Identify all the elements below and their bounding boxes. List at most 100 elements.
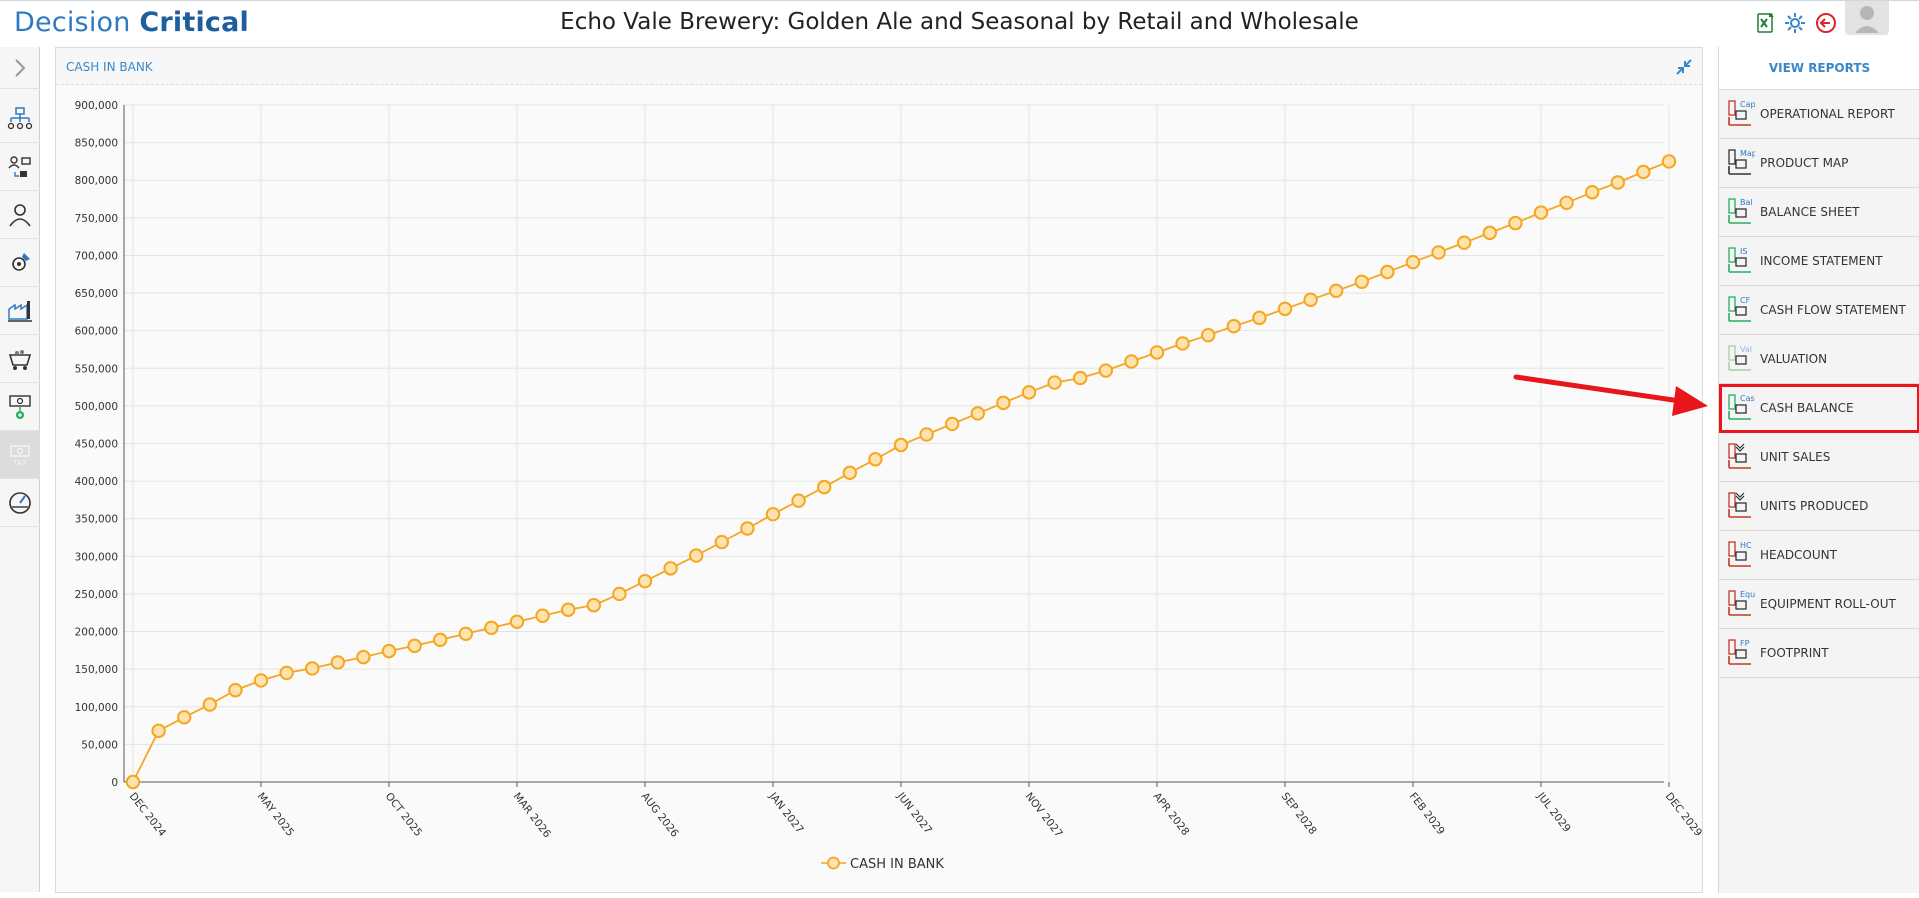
sidebar-item-tax[interactable]: TAX: [0, 431, 40, 479]
unit-sales-icon: [1728, 443, 1751, 469]
report-item-units-produced[interactable]: UNITS PRODUCED: [1719, 482, 1919, 531]
expand-sidebar-button[interactable]: [0, 47, 40, 89]
data-point: [484, 620, 499, 635]
dashboard-gauge-icon: [9, 491, 31, 514]
data-point: [663, 561, 678, 576]
data-point: [1021, 385, 1037, 400]
report-item-footprint[interactable]: FP FOOTPRINT: [1719, 629, 1919, 678]
sidebar-item-factory[interactable]: [0, 287, 40, 335]
sidebar-item-workflow[interactable]: [0, 143, 40, 191]
data-point: [1226, 318, 1242, 334]
x-tick-label: JAN 2027: [766, 790, 806, 836]
sidebar-item-org-chart[interactable]: [0, 95, 40, 143]
chart-legend[interactable]: CASH IN BANK: [821, 856, 944, 872]
sidebar-item-person[interactable]: [0, 191, 40, 239]
report-item-product-map[interactable]: Map PRODUCT MAP: [1719, 139, 1919, 188]
report-item-label: OPERATIONAL REPORT: [1760, 107, 1895, 121]
cash-flow-statement-icon: CF: [1728, 296, 1751, 322]
data-point: [740, 521, 755, 536]
y-tick-label: 100,000: [75, 702, 118, 714]
balance-sheet-icon: Bal: [1728, 198, 1753, 224]
y-tick-label: 700,000: [75, 250, 118, 262]
settings-icon[interactable]: [1783, 11, 1807, 35]
y-tick-label: 750,000: [75, 213, 118, 225]
headcount-icon: HC: [1728, 541, 1752, 567]
income-statement-icon: IS: [1728, 247, 1751, 273]
y-tick-label: 300,000: [75, 551, 118, 563]
data-point: [637, 573, 653, 589]
annotation-arrow: [1513, 374, 1708, 416]
y-tick-label: 0: [111, 777, 118, 789]
x-tick-label: NOV 2027: [1023, 790, 1065, 839]
y-tick-label: 650,000: [75, 288, 118, 300]
data-point: [509, 614, 525, 629]
logo-text-critical: Critical: [139, 7, 249, 38]
data-point: [1508, 215, 1523, 231]
collapse-icon[interactable]: [1674, 57, 1694, 77]
report-item-unit-sales[interactable]: UNIT SALES: [1719, 433, 1919, 482]
data-point: [893, 437, 909, 453]
sidebar-item-dashboard[interactable]: [0, 479, 40, 527]
data-point: [612, 586, 627, 602]
data-point: [1303, 292, 1318, 308]
tools-gear-icon: [12, 252, 30, 271]
reports-sidebar: VIEW REPORTS Cap OPERATIONAL REPORT Map PRO…: [1718, 47, 1919, 893]
report-item-label: VALUATION: [1760, 352, 1828, 366]
y-tick-label: 150,000: [75, 664, 118, 676]
data-point: [1329, 283, 1344, 298]
chart-series: [125, 154, 1677, 790]
x-tick-label: DEC 2029: [1663, 790, 1702, 838]
data-point: [381, 643, 397, 659]
data-point: [202, 697, 218, 712]
x-tick-label: OCT 2025: [383, 790, 425, 838]
report-item-cash-flow-statement[interactable]: CF CASH FLOW STATEMENT: [1719, 286, 1919, 335]
data-point: [970, 406, 985, 421]
top-bar: Decision Critical Echo Vale Brewery: Gol…: [0, 0, 1919, 44]
data-point: [1610, 175, 1626, 190]
y-tick-label: 550,000: [75, 363, 118, 375]
sidebar-item-tools[interactable]: [0, 239, 40, 287]
data-point: [177, 710, 192, 725]
data-point: [996, 395, 1011, 411]
sidebar-item-cart[interactable]: [0, 335, 40, 383]
data-point: [279, 665, 294, 681]
data-point: [1047, 375, 1062, 390]
report-item-operational-report[interactable]: Cap OPERATIONAL REPORT: [1719, 90, 1919, 139]
operational-report-icon: Cap: [1728, 100, 1755, 126]
logo-text-decision: Decision: [14, 7, 131, 38]
report-item-equipment-roll-out[interactable]: Equip EQUIPMENT ROLL-OUT: [1719, 580, 1919, 629]
data-point: [356, 649, 371, 665]
sidebar-item-cash-add[interactable]: [0, 383, 40, 431]
report-item-cash-balance[interactable]: Cash CASH BALANCE: [1719, 384, 1919, 433]
data-point: [1559, 195, 1574, 210]
report-item-label: HEADCOUNT: [1760, 548, 1837, 562]
y-tick-label: 500,000: [75, 401, 118, 413]
data-point: [1098, 363, 1114, 378]
report-item-label: CASH BALANCE: [1760, 401, 1854, 415]
back-icon[interactable]: [1814, 11, 1838, 35]
y-tick-label: 450,000: [75, 439, 118, 451]
y-tick-label: 250,000: [75, 589, 118, 601]
data-point: [1380, 264, 1395, 280]
excel-export-icon[interactable]: [1754, 11, 1778, 35]
y-tick-label: 600,000: [75, 326, 118, 338]
data-point: [228, 683, 243, 698]
user-avatar-icon[interactable]: [1845, 1, 1889, 35]
x-tick-label: JUL 2029: [1534, 790, 1573, 835]
view-reports-header[interactable]: VIEW REPORTS: [1719, 47, 1919, 90]
footprint-icon: FP: [1728, 639, 1751, 665]
report-item-valuation[interactable]: Val VALUATION: [1719, 335, 1919, 384]
report-item-label: FOOTPRINT: [1760, 646, 1829, 660]
svg-text:Val: Val: [1740, 345, 1752, 354]
report-item-label: BALANCE SHEET: [1760, 205, 1860, 219]
report-item-income-statement[interactable]: IS INCOME STATEMENT: [1719, 237, 1919, 286]
y-tick-label: 200,000: [75, 627, 118, 639]
report-item-balance-sheet[interactable]: Bal BALANCE SHEET: [1719, 188, 1919, 237]
report-item-headcount[interactable]: HC HEADCOUNT: [1719, 531, 1919, 580]
data-point: [714, 534, 729, 550]
data-point: [1252, 310, 1267, 326]
data-point: [689, 548, 704, 563]
app-logo[interactable]: Decision Critical: [14, 7, 249, 38]
chart-panel-header: CASH IN BANK: [56, 48, 1702, 85]
workflow-icon: [8, 155, 31, 177]
